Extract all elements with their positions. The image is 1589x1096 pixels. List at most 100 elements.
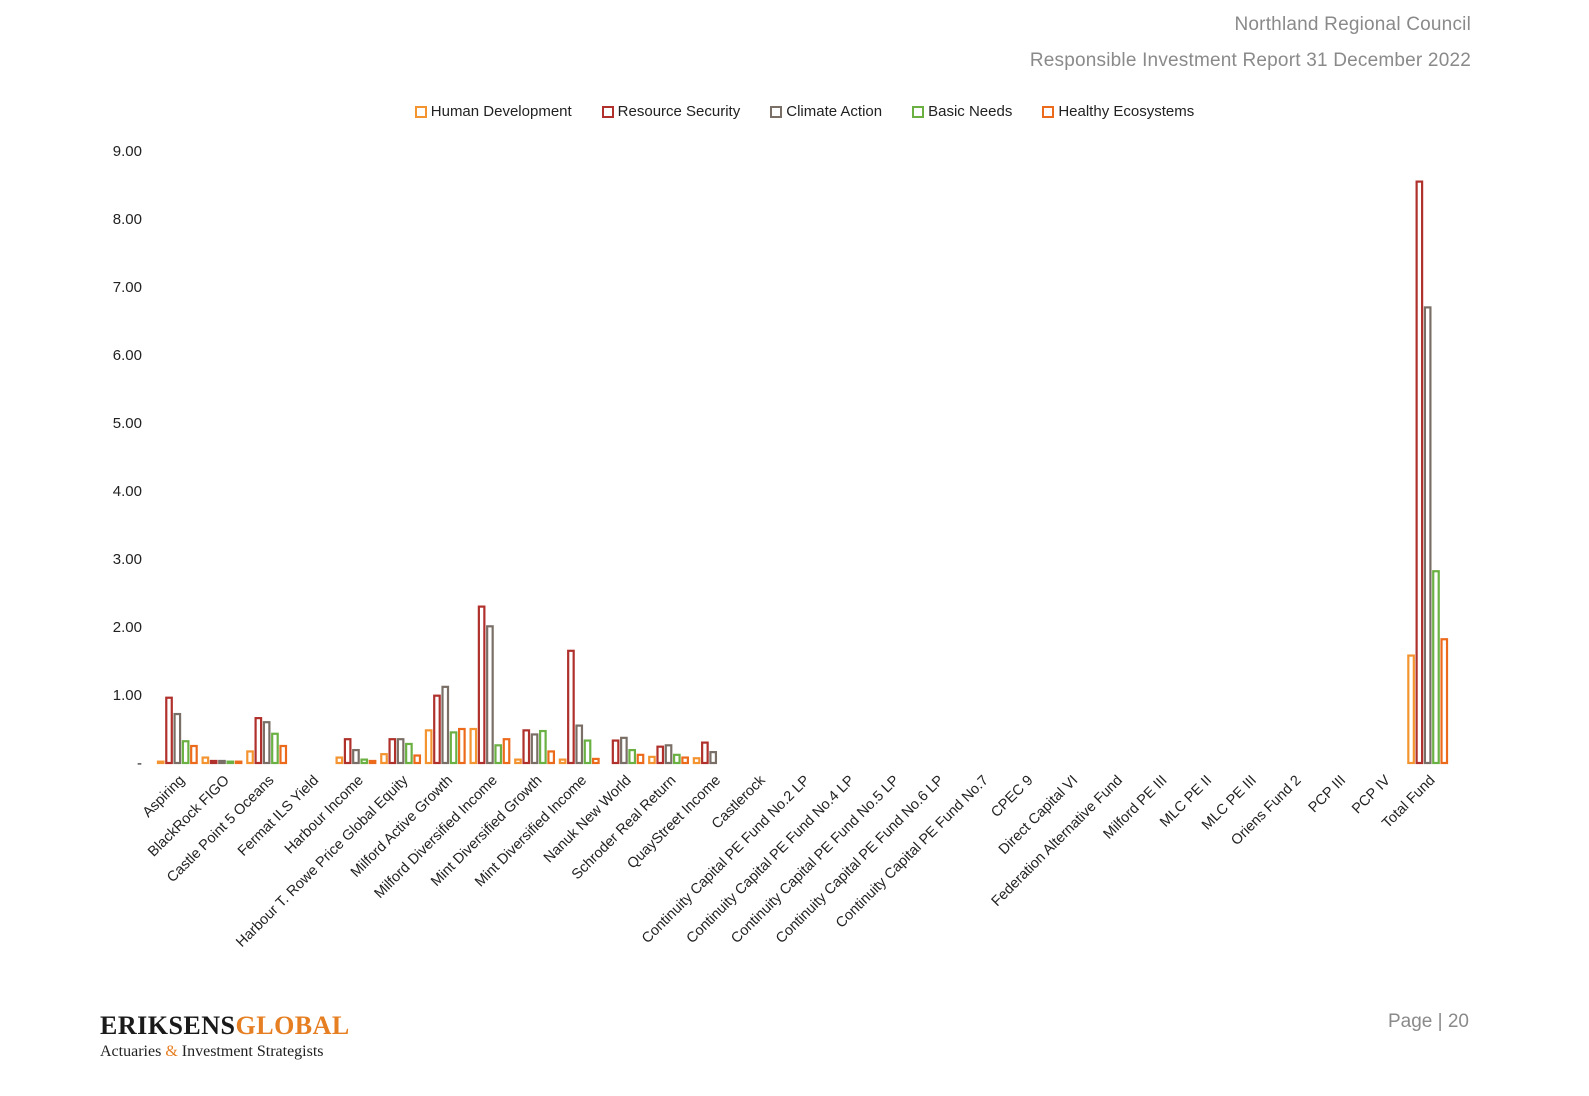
- x-tick-label: Continuity Capital PE Fund No.6 LP: [773, 773, 947, 947]
- bar: [522, 729, 531, 765]
- legend-item-resource-security: Resource Security: [601, 103, 741, 120]
- bar: [664, 744, 673, 765]
- bar: [575, 724, 584, 765]
- legend-swatch-human-development: [414, 105, 427, 118]
- bar: [709, 751, 718, 765]
- y-tick-label: 3.00: [113, 551, 142, 568]
- bar: [672, 753, 681, 765]
- bar: [1432, 570, 1440, 765]
- bar: [441, 685, 450, 765]
- legend-swatch-climate-action: [770, 105, 783, 118]
- bar: [558, 758, 567, 765]
- bar: [433, 694, 441, 765]
- y-tick-label: 2.00: [113, 619, 142, 636]
- bar: [494, 744, 503, 765]
- bar: [226, 760, 235, 765]
- bar: [246, 750, 254, 765]
- y-tick-label: 4.00: [113, 483, 142, 500]
- bar: [620, 736, 628, 765]
- bar: [681, 756, 689, 765]
- bar: [567, 649, 575, 765]
- bar: [271, 732, 279, 765]
- bar: [156, 760, 165, 765]
- x-tick-label: Direct Capital VI: [996, 773, 1081, 858]
- bar: [486, 625, 494, 765]
- legend-label-climate-action: Climate Action: [786, 103, 883, 120]
- bar: [424, 729, 433, 765]
- bar: [335, 756, 344, 765]
- chart-legend: Human Development Resource Security Clim…: [0, 103, 1589, 120]
- bar: [1423, 306, 1432, 765]
- bar: [201, 756, 210, 765]
- y-tick-label: -: [137, 755, 142, 772]
- legend-item-climate-action: Climate Action: [770, 103, 882, 120]
- bar: [502, 738, 511, 765]
- bar: [380, 753, 388, 765]
- bar: [209, 759, 218, 765]
- legend-item-basic-needs: Basic Needs: [912, 103, 1012, 120]
- bar: [539, 729, 547, 765]
- bar: [583, 739, 592, 765]
- bar: [262, 721, 271, 765]
- bar: [1440, 638, 1449, 765]
- x-tick-label: PCP III: [1306, 773, 1350, 817]
- bar: [173, 712, 182, 765]
- bar: [591, 757, 600, 765]
- bar: [1407, 654, 1415, 765]
- bar: [190, 744, 198, 765]
- bar: [530, 733, 539, 765]
- y-tick-label: 6.00: [113, 347, 142, 364]
- bar: [165, 696, 173, 765]
- bar: [701, 741, 709, 765]
- x-tick-label: BlackRock FIGO: [145, 773, 233, 861]
- company-logo: ERIKSENSGLOBAL Actuaries & Investment St…: [100, 1011, 350, 1061]
- bar: [628, 748, 637, 765]
- bar: [458, 727, 466, 765]
- bar: [449, 731, 458, 765]
- y-tick-label: 9.00: [113, 143, 142, 160]
- report-title: Responsible Investment Report 31 Decembe…: [1029, 50, 1471, 71]
- legend-swatch-basic-needs: [912, 105, 925, 118]
- legend-item-human-development: Human Development: [414, 103, 572, 120]
- y-tick-label: 7.00: [113, 279, 142, 296]
- legend-swatch-healthy-ecosystems: [1042, 105, 1055, 118]
- legend-label-healthy-ecosystems: Healthy Ecosystems: [1058, 103, 1195, 120]
- bar: [396, 738, 405, 765]
- legend-label-human-development: Human Development: [430, 103, 572, 120]
- page-number: Page | 20: [1387, 1011, 1469, 1032]
- legend-swatch-resource-security: [601, 105, 614, 118]
- bar: [279, 744, 288, 765]
- y-tick-label: 1.00: [113, 687, 142, 704]
- legend-label-basic-needs: Basic Needs: [928, 103, 1013, 120]
- bar: [343, 738, 352, 765]
- logo-tagline-part1: Actuaries: [100, 1043, 162, 1060]
- bar: [656, 745, 665, 765]
- bar: [648, 755, 656, 765]
- report-organization: Northland Regional Council: [1234, 14, 1471, 35]
- x-tick-label: PCP IV: [1349, 772, 1394, 817]
- y-tick-label: 8.00: [113, 211, 142, 228]
- x-tick-label: Continuity Capital PE Fund No.4 LP: [684, 773, 858, 947]
- legend-item-healthy-ecosystems: Healthy Ecosystems: [1042, 103, 1194, 120]
- logo-wordmark-part1: ERIKSENS: [100, 1011, 236, 1040]
- x-tick-label: Fermat ILS Yield: [235, 773, 322, 860]
- y-tick-label: 5.00: [113, 415, 142, 432]
- bar: [611, 739, 620, 765]
- x-tick-label: Harbour Income: [282, 773, 367, 858]
- bar: [181, 740, 190, 765]
- bar: [254, 717, 263, 765]
- bar: [477, 605, 486, 765]
- bar: [692, 757, 701, 765]
- bar: [636, 753, 645, 765]
- bar: [218, 759, 226, 765]
- bar: [360, 758, 369, 765]
- bar: [405, 742, 413, 765]
- bar: [469, 727, 478, 765]
- bar: [413, 754, 422, 765]
- bar: [368, 759, 377, 765]
- logo-wordmark-part2: GLOBAL: [235, 1011, 350, 1040]
- bar: [234, 760, 243, 765]
- bar-chart: -1.002.003.004.005.006.007.008.009.00Asp…: [113, 143, 1449, 951]
- legend-label-resource-security: Resource Security: [617, 103, 741, 120]
- logo-tagline-ampersand: &: [165, 1043, 178, 1060]
